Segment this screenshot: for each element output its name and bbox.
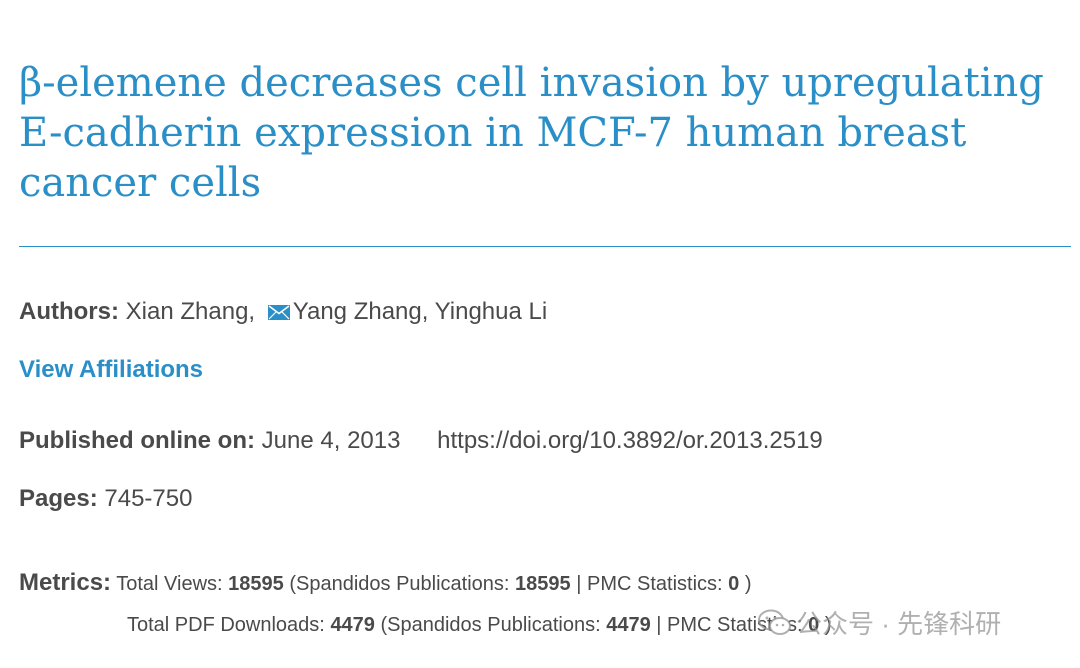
published-row: Published online on: June 4, 2013 https:… — [19, 426, 823, 456]
downloads-label: Total PDF Downloads: — [127, 614, 325, 636]
author-xian-zhang[interactable]: Xian Zhang, — [125, 298, 256, 325]
downloads-spandidos-count: 4479 — [606, 614, 651, 636]
wechat-icon — [758, 609, 791, 635]
pages-label: Pages: — [19, 485, 98, 512]
views-spandidos-label: (Spandidos Publications: — [289, 573, 510, 595]
authors-label: Authors: — [19, 298, 119, 325]
metrics-views-row: Metrics: Total Views: 18595 (Spandidos P… — [19, 569, 752, 598]
downloads-pmc-label: PMC Statistics: — [667, 614, 803, 636]
published-date: June 4, 2013 — [261, 427, 401, 454]
watermark-text: 公众号 · 先锋科研 — [796, 609, 1002, 639]
published-label: Published online on: — [19, 427, 255, 454]
views-label: Total Views: — [116, 573, 223, 595]
metrics-label: Metrics: — [19, 569, 112, 596]
author-corresponding[interactable]: Yang Zhang, Yinghua Li — [292, 298, 548, 325]
downloads-close: ) — [824, 614, 832, 636]
article-title: β-elemene decreases cell invasion by upr… — [19, 60, 1044, 206]
views-spandidos-count: 18595 — [515, 573, 571, 595]
downloads-count: 4479 — [330, 614, 375, 636]
downloads-pmc-count: 0 — [808, 614, 820, 636]
views-separator: | — [576, 573, 582, 595]
authors-row: Authors: Xian Zhang, Yang Zhang, Yinghua… — [19, 297, 547, 327]
views-count: 18595 — [228, 573, 284, 595]
views-close: ) — [744, 573, 752, 595]
downloads-separator: | — [656, 614, 662, 636]
wechat-watermark: 公众号 · 先锋科研 — [758, 608, 1001, 640]
pages-value: 745-750 — [104, 485, 193, 512]
affiliations-row: View Affiliations — [19, 355, 203, 385]
pages-row: Pages: 745-750 — [19, 484, 192, 514]
doi-link[interactable]: https://doi.org/10.3892/or.2013.2519 — [437, 427, 823, 454]
view-affiliations-link[interactable]: View Affiliations — [19, 356, 204, 383]
views-pmc-count: 0 — [728, 573, 740, 595]
downloads-spandidos-label: (Spandidos Publications: — [380, 614, 601, 636]
title-divider — [19, 246, 1071, 247]
metrics-downloads-row: Total PDF Downloads: 4479 (Spandidos Pub… — [127, 611, 832, 639]
envelope-icon[interactable] — [267, 305, 290, 320]
views-pmc-label: PMC Statistics: — [587, 573, 723, 595]
